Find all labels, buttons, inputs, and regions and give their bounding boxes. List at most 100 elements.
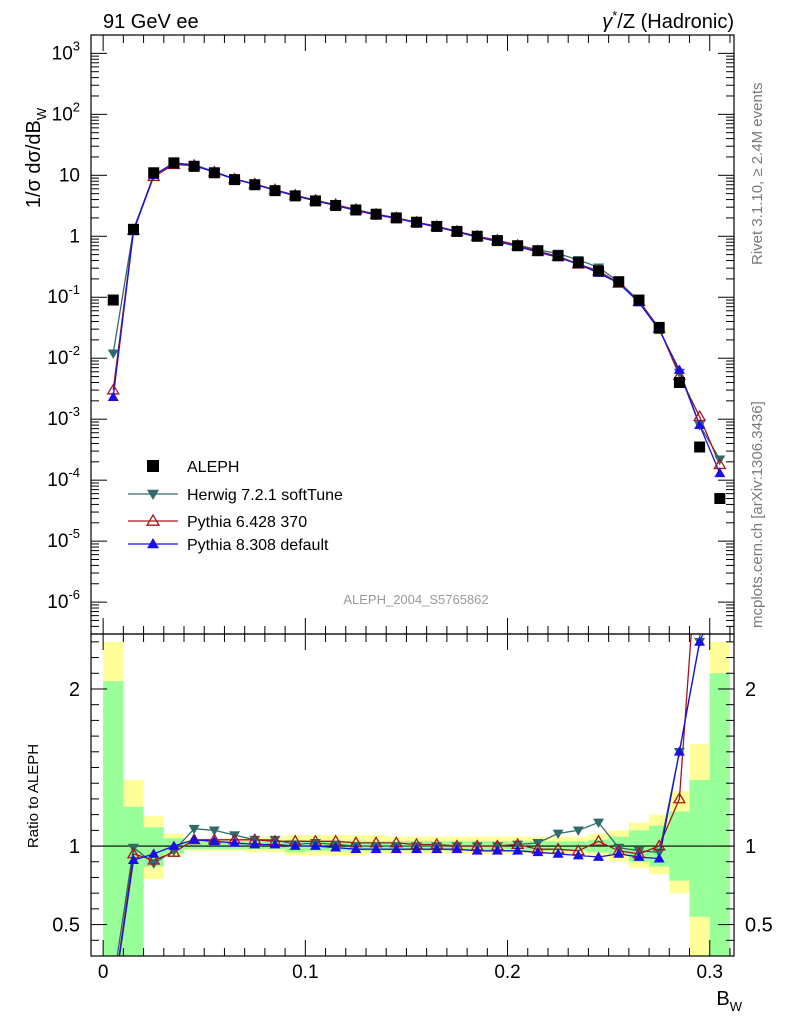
ratio-point-herwig	[188, 824, 200, 835]
main-y-tick-label: 10	[59, 165, 80, 186]
ratio-frame	[90, 633, 735, 957]
main-line-herwig	[112, 162, 721, 460]
legend-label-aleph: ALEPH	[187, 459, 239, 476]
ratio-panel: 0.5 0.5 1 1 2 2 0 0.1 0.2 0.3 Ratio to ALEPH BW	[25, 511, 773, 1014]
main-point-aleph	[229, 174, 241, 186]
main-y-tick-exponent: -4	[68, 465, 80, 480]
main-y-tick-label: 102	[52, 99, 80, 125]
ratio-point-pythia8	[451, 843, 463, 854]
ratio-band-inner	[689, 780, 710, 917]
ratio-point-pythia8	[431, 843, 443, 854]
main-point-aleph	[107, 294, 119, 306]
ratio-point-pythia8	[370, 843, 382, 854]
main-y-tick-exponent: -1	[68, 282, 80, 297]
main-point-aleph	[714, 493, 726, 505]
analysis-id-label: ALEPH_2004_S5765862	[343, 592, 488, 607]
ratio-point-pythia8	[229, 837, 241, 847]
main-y-tick-base: 10	[52, 104, 73, 125]
ratio-y-axis-label: Ratio to ALEPH	[25, 744, 42, 848]
x-axis-label-text: B	[716, 988, 729, 1010]
main-y-axis-label-sub: W	[34, 107, 49, 120]
ratio-band-inner	[143, 827, 164, 867]
legend-label-pythia8: Pythia 8.308 default	[187, 537, 329, 554]
ratio-band-inner	[709, 673, 730, 956]
ratio-y-tick-label-right: 2	[745, 679, 756, 701]
ratio-band-inner	[204, 841, 225, 850]
main-point-pythia8	[694, 419, 706, 429]
ratio-point-herwig	[229, 831, 241, 841]
ratio-point-pythia8	[572, 849, 584, 860]
header-left-label: 91 GeV ee	[103, 11, 199, 33]
main-y-tick-base: 10	[52, 43, 73, 64]
ratio-point-pythia6	[108, 992, 119, 1001]
main-plot-area	[106, 157, 727, 505]
main-y-tick-base: 1	[69, 226, 80, 247]
main-y-tick-exponent: 3	[73, 38, 80, 53]
ratio-point-pythia8	[309, 840, 321, 850]
main-y-tick-exponent: -2	[68, 343, 80, 358]
main-series-group	[106, 157, 727, 505]
ratio-point-herwig	[552, 829, 564, 839]
main-y-tick-base: 10	[47, 470, 68, 491]
ratio-point-pythia8	[350, 843, 362, 854]
ratio-point-pythia8	[613, 848, 625, 858]
main-point-aleph	[127, 223, 139, 235]
main-point-aleph	[552, 250, 564, 262]
ratio-series-group	[91, 511, 734, 1003]
main-y-tick-exponent: 2	[73, 99, 80, 114]
ratio-point-pythia8	[694, 636, 706, 646]
ratio-point-pythia8	[471, 845, 483, 855]
main-point-pythia8	[107, 391, 119, 401]
ratio-point-pythia8	[411, 843, 423, 854]
main-point-aleph	[633, 294, 645, 306]
legend-marker-pythia6	[145, 513, 161, 526]
main-y-tick-exponent: -5	[68, 526, 80, 541]
ratio-point-pythia8	[714, 589, 725, 598]
main-y-tick-base: 10	[47, 409, 68, 430]
legend: ALEPH Herwig 7.2.1 softTune Pythia 6.428…	[128, 459, 343, 554]
rivet-label: Rivet 3.1.10, ≥ 2.4M events	[749, 83, 766, 266]
main-point-aleph	[431, 220, 443, 232]
header-gamma: γ	[602, 11, 613, 33]
header-process: /Z (Hadronic)	[617, 11, 734, 33]
x-axis-label: BW	[716, 988, 742, 1014]
main-point-aleph	[188, 160, 200, 172]
ratio-point-pythia6	[652, 839, 666, 851]
ratio-y-tick-label-right: 0.5	[745, 915, 773, 937]
main-y-axis-label-text: 1/σ dσ/dB	[23, 120, 45, 208]
ratio-point-pythia8	[289, 840, 301, 850]
main-point-aleph	[512, 240, 524, 252]
x-tick-labels: 0 0.1 0.2 0.3	[98, 962, 723, 983]
ratio-point-pythia6	[167, 845, 181, 857]
ratio-line-pythia8	[118, 634, 704, 956]
ratio-point-pythia8	[633, 851, 645, 861]
main-y-tick-exponent: -3	[68, 404, 80, 419]
main-y-tick-base: 10	[59, 165, 80, 186]
main-point-aleph	[309, 195, 321, 207]
main-y-tick-label: 10-1	[47, 282, 80, 308]
ratio-point-herwig	[572, 826, 584, 836]
main-point-aleph	[269, 185, 281, 197]
ratio-line-herwig	[116, 634, 701, 956]
ratio-point-pythia8	[673, 746, 685, 756]
ratio-point-pythia6	[694, 511, 705, 520]
ratio-band-inner	[103, 681, 124, 956]
ratio-point-pythia8	[108, 994, 119, 1003]
main-point-aleph	[330, 199, 342, 211]
main-point-pythia8	[714, 467, 726, 478]
ratio-point-pythia8	[249, 838, 261, 849]
legend-markers	[128, 460, 178, 549]
main-point-aleph	[694, 441, 706, 453]
main-point-aleph	[471, 230, 483, 242]
main-point-aleph	[411, 216, 423, 228]
main-y-tick-base: 10	[47, 592, 68, 613]
main-y-tick-base: 10	[47, 287, 68, 308]
main-y-tick-base: 10	[47, 531, 68, 552]
ratio-y-tick-label-left: 0.5	[52, 915, 80, 937]
ratio-point-pythia8	[127, 854, 139, 865]
ratio-point-pythia6	[672, 792, 687, 804]
main-point-aleph	[572, 257, 584, 269]
main-point-aleph	[532, 245, 544, 257]
